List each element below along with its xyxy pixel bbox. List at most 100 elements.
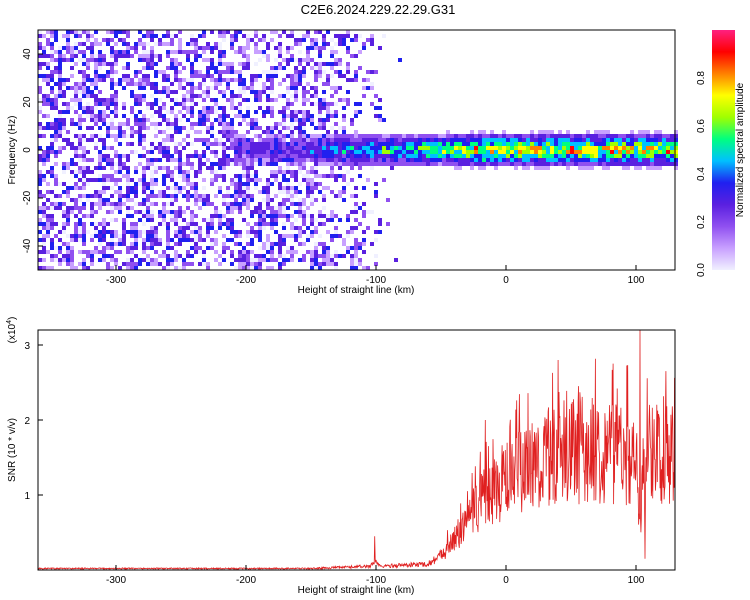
- spectrogram-cell: [202, 46, 206, 50]
- spectrogram-cell: [174, 218, 178, 222]
- spectrogram-cell: [266, 222, 270, 226]
- spectrogram-cell: [38, 146, 42, 150]
- spectrogram-cell: [478, 150, 482, 154]
- spectrogram-cell: [330, 218, 334, 222]
- spectrogram-cell: [138, 54, 142, 58]
- spectrogram-cell: [42, 62, 46, 66]
- spectrogram-cell: [514, 158, 518, 162]
- spectrogram-cell: [330, 190, 334, 194]
- spectrogram-cell: [38, 62, 42, 66]
- spectrogram-cell: [94, 86, 98, 90]
- spectrogram-cell: [230, 62, 234, 66]
- spectrogram-cell: [118, 158, 122, 162]
- spectrogram-cell: [290, 170, 294, 174]
- spectrogram-cell: [250, 258, 254, 262]
- spectrogram-cell: [38, 46, 42, 50]
- spectrogram-cell: [238, 258, 242, 262]
- spectrogram-cell: [578, 158, 582, 162]
- spectrogram-cell: [230, 222, 234, 226]
- spectrogram-cell: [350, 258, 354, 262]
- spectrogram-cell: [250, 242, 254, 246]
- spectrogram-cell: [334, 146, 338, 150]
- spectrogram-cell: [462, 158, 466, 162]
- spectrogram-cell: [574, 158, 578, 162]
- spectrogram-cell: [302, 138, 306, 142]
- spectrogram-cell: [270, 258, 274, 262]
- spectrogram-cell: [146, 34, 150, 38]
- spectrogram-cell: [210, 218, 214, 222]
- spectrogram-cell: [278, 262, 282, 266]
- spectrogram-cell: [162, 154, 166, 158]
- spectrogram-cell: [138, 70, 142, 74]
- spectrogram-cell: [278, 94, 282, 98]
- spectrogram-cell: [90, 82, 94, 86]
- spectrogram-cell: [346, 134, 350, 138]
- spectrogram-cell: [314, 170, 318, 174]
- spectrogram-cell: [186, 106, 190, 110]
- spectrogram-cell: [530, 154, 534, 158]
- spectrogram-cell: [210, 178, 214, 182]
- spectrogram-cell: [210, 62, 214, 66]
- spectrogram-cell: [54, 178, 58, 182]
- spectrogram-cell: [342, 126, 346, 130]
- spectrogram-cell: [642, 154, 646, 158]
- spectrogram-cell: [206, 46, 210, 50]
- spectrogram-cell: [226, 206, 230, 210]
- spectrogram-cell: [318, 254, 322, 258]
- spectrogram-cell: [634, 162, 638, 166]
- spectrogram-cell: [262, 186, 266, 190]
- spectrogram-cell: [194, 222, 198, 226]
- spectrogram-cell: [338, 74, 342, 78]
- spectrogram-cell: [110, 206, 114, 210]
- spectrogram-cell: [118, 30, 122, 34]
- spectrogram-cell: [174, 222, 178, 226]
- spectrogram-cell: [46, 218, 50, 222]
- spectrogram-cell: [194, 182, 198, 186]
- spectrogram-cell: [474, 158, 478, 162]
- spectrogram-cell: [246, 174, 250, 178]
- spectrogram-cell: [322, 126, 326, 130]
- spectrogram-cell: [326, 254, 330, 258]
- spectrogram-cell: [242, 90, 246, 94]
- spectrogram-cell: [326, 78, 330, 82]
- spectrogram-cell: [334, 102, 338, 106]
- spectrogram-cell: [290, 226, 294, 230]
- spectrogram-cell: [118, 122, 122, 126]
- spectrogram-cell: [94, 66, 98, 70]
- spectrogram-cell: [50, 258, 54, 262]
- spectrogram-cell: [126, 78, 130, 82]
- spectrogram-cell: [102, 146, 106, 150]
- spectrogram-cell: [574, 138, 578, 142]
- spectrogram-cell: [134, 70, 138, 74]
- spectrogram-cell: [314, 174, 318, 178]
- spectrogram-cell: [70, 158, 74, 162]
- spectrogram-cell: [266, 142, 270, 146]
- spectrogram-cell: [218, 50, 222, 54]
- spectrogram-cell: [138, 182, 142, 186]
- spectrogram-cell: [174, 98, 178, 102]
- spectrogram-cell: [362, 210, 366, 214]
- spectrogram-cell: [90, 250, 94, 254]
- spectrogram-cell: [174, 150, 178, 154]
- spectrogram-cell: [674, 162, 678, 166]
- spectrogram-cell: [314, 182, 318, 186]
- spectrogram-cell: [590, 158, 594, 162]
- spectrogram-cell: [614, 158, 618, 162]
- spectrogram-cell: [242, 114, 246, 118]
- spectrogram-cell: [502, 162, 506, 166]
- spectrogram-cell: [538, 134, 542, 138]
- spectrogram-y-label: Frequency (Hz): [7, 116, 18, 185]
- spectrogram-cell: [214, 178, 218, 182]
- spectrogram-cell: [350, 194, 354, 198]
- spectrogram-cell: [326, 142, 330, 146]
- spectrogram-cell: [282, 122, 286, 126]
- spectrogram-cell: [394, 138, 398, 142]
- spectrogram-cell: [226, 190, 230, 194]
- spectrogram-cell: [642, 146, 646, 150]
- spectrogram-cell: [106, 130, 110, 134]
- spectrogram-cell: [98, 174, 102, 178]
- spectrogram-cell: [202, 30, 206, 34]
- spectrogram-cell: [58, 122, 62, 126]
- spectrogram-cell: [238, 234, 242, 238]
- spectrogram-cell: [210, 226, 214, 230]
